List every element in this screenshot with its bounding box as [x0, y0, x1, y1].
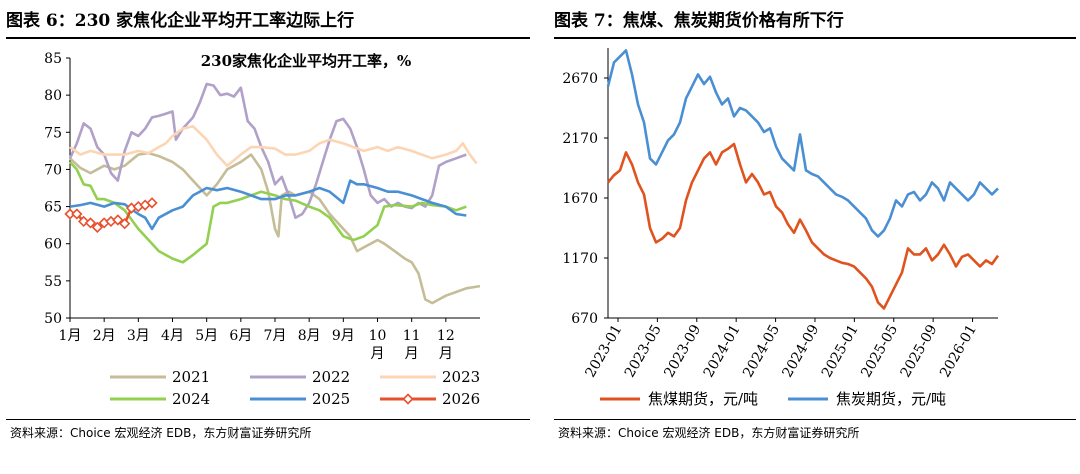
- x-tick-label: 12: [437, 328, 455, 344]
- x-tick-label: 5月: [195, 328, 218, 344]
- series-line-2023: [69, 125, 478, 167]
- x-tick-label: 1月: [59, 328, 82, 344]
- legend-label-焦炭期货，元/吨: 焦炭期货，元/吨: [836, 390, 946, 408]
- y-tick-label: 2670: [562, 71, 598, 87]
- y-tick-label: 55: [44, 274, 62, 290]
- x-tick-label: 2023-05: [622, 322, 665, 380]
- x-tick-label: 2023-01: [583, 322, 626, 380]
- chart-inner-title: 230家焦化企业平均开工率，%: [201, 52, 412, 70]
- y-tick-label: 1670: [562, 191, 598, 207]
- series-line-焦炭期货，元/吨: [606, 49, 999, 238]
- right-chart: 670 1170 1670 2170 2670 2023-012023-052023-09…: [562, 48, 1000, 408]
- right-panel: 图表 7：焦煤、焦炭期货价格有所下行 670 1170 1670 2170 2670 20…: [548, 0, 1080, 474]
- x-tick-label: 2024-05: [740, 322, 783, 380]
- x-tick-label: 月: [371, 346, 385, 362]
- legend-label-2026: 2026: [442, 390, 480, 408]
- series-line-2021: [69, 151, 481, 305]
- right-source: 资料来源：Choice 宏观经济 EDB，东方财富证券研究所: [558, 426, 860, 440]
- x-tick-label: 10: [369, 328, 387, 344]
- x-tick-label: 2025-01: [819, 322, 862, 380]
- series-marker-2026: [146, 197, 158, 209]
- x-tick-label: 2023-09: [661, 322, 704, 380]
- legend-label-2023: 2023: [442, 368, 480, 386]
- left-source: 资料来源：Choice 宏观经济 EDB，东方财富证券研究所: [10, 426, 312, 440]
- x-tick-label: 2月: [93, 328, 116, 344]
- y-tick-label: 80: [44, 88, 62, 104]
- series-marker-2026: [119, 218, 131, 230]
- legend-label-2024: 2024: [172, 390, 210, 408]
- y-tick-label: 85: [44, 51, 62, 67]
- left-panel: 图表 6：230 家焦化企业平均开工率边际上行 50 55 60 65 70 75 80 85…: [0, 0, 532, 474]
- x-tick-label: 9月: [332, 328, 355, 344]
- x-tick-label: 6月: [229, 328, 252, 344]
- x-tick-label: 7月: [264, 328, 287, 344]
- x-tick-label: 2026-01: [937, 322, 980, 380]
- right-title-rule: [554, 37, 1076, 39]
- y-tick-label: 75: [44, 125, 62, 141]
- y-tick-label: 670: [571, 311, 598, 327]
- series-marker-2026: [84, 217, 97, 229]
- x-tick-label: 8月: [298, 328, 321, 344]
- left-chart-title: 图表 6：230 家焦化企业平均开工率边际上行: [6, 11, 355, 31]
- x-tick-label: 月: [405, 346, 419, 362]
- x-tick-label: 4月: [161, 328, 184, 344]
- x-tick-label: 2024-09: [779, 322, 822, 380]
- right-chart-title: 图表 7：焦煤、焦炭期货价格有所下行: [554, 11, 844, 31]
- y-tick-label: 1170: [562, 251, 598, 267]
- x-tick-label: 2024-01: [701, 322, 744, 380]
- x-tick-label: 2025-05: [858, 322, 901, 380]
- y-tick-label: 60: [44, 237, 62, 253]
- legend-label-2022: 2022: [312, 368, 350, 386]
- left-chart: 50 55 60 65 70 75 80 85 1月 2月 3月 4月 5月 6月 7月 8月 9月 10 月 11 月…: [44, 51, 481, 408]
- series-line-2025: [69, 179, 467, 231]
- legend-label-2021: 2021: [172, 368, 210, 386]
- series-marker-2026: [71, 208, 83, 220]
- x-tick-label: 11: [403, 328, 421, 344]
- legend-label-焦煤期货，元/吨: 焦煤期货，元/吨: [648, 390, 758, 408]
- y-tick-label: 50: [44, 311, 62, 327]
- legend-marker-2026: [402, 393, 414, 405]
- y-tick-label: 2170: [562, 131, 598, 147]
- left-bottom-rule: [6, 419, 530, 420]
- y-tick-label: 65: [44, 200, 62, 216]
- series-line-焦煤期货，元/吨: [607, 142, 1000, 310]
- x-tick-label: 月: [439, 346, 453, 362]
- left-title-rule: [6, 37, 530, 39]
- x-tick-label: 2025-09: [898, 322, 941, 380]
- series-marker-2026: [91, 221, 103, 234]
- y-tick-label: 70: [44, 162, 62, 178]
- right-bottom-rule: [554, 419, 1076, 420]
- series-marker-2026: [78, 215, 90, 228]
- series-marker-2026: [112, 214, 124, 226]
- legend-label-2025: 2025: [312, 390, 350, 408]
- x-tick-label: 3月: [127, 328, 150, 344]
